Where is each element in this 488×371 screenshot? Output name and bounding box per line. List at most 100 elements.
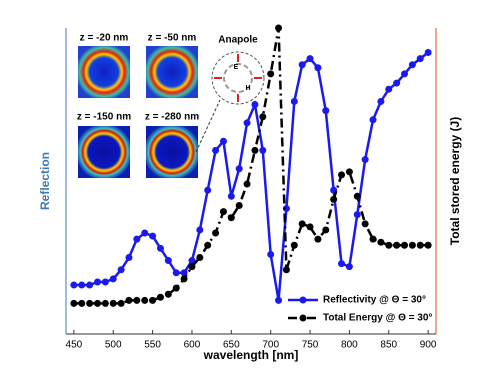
- data-point: [338, 260, 346, 268]
- data-point: [219, 137, 227, 145]
- data-point: [164, 257, 172, 265]
- data-point: [164, 290, 172, 298]
- data-point: [401, 70, 409, 78]
- data-point: [180, 275, 188, 283]
- x-tick-label: 500: [105, 340, 122, 351]
- anapole-diagram: Anapole E H: [195, 35, 265, 153]
- field-map: [146, 126, 198, 178]
- x-tick-label: 550: [144, 340, 161, 351]
- inset-maps: z = -20 nm z = -50 nm z = -150 nm z = -2…: [77, 33, 199, 178]
- data-point: [109, 299, 117, 307]
- x-axis-label: wavelength [nm]: [203, 348, 299, 362]
- data-point: [393, 79, 401, 87]
- anapole-label: Anapole: [218, 35, 258, 46]
- data-point: [416, 241, 424, 249]
- data-point: [298, 61, 306, 69]
- data-point: [235, 165, 243, 173]
- data-point: [393, 241, 401, 249]
- data-point: [322, 107, 330, 115]
- data-point: [78, 299, 86, 307]
- data-point: [385, 241, 393, 249]
- data-point: [259, 146, 267, 154]
- data-point: [141, 296, 149, 304]
- data-point: [353, 211, 361, 219]
- data-point: [290, 97, 298, 105]
- data-point: [251, 101, 259, 108]
- data-point: [219, 208, 227, 216]
- data-point: [369, 235, 377, 243]
- data-point: [345, 168, 353, 176]
- data-point: [109, 275, 117, 283]
- data-point: [377, 97, 385, 105]
- data-point: [212, 146, 220, 154]
- data-point: [117, 266, 125, 274]
- data-point: [196, 254, 204, 261]
- data-point: [306, 223, 314, 231]
- data-point: [70, 299, 78, 307]
- data-point: [385, 85, 393, 93]
- data-point: [369, 116, 377, 124]
- series-group: [70, 24, 432, 307]
- data-point: [133, 296, 141, 304]
- data-point: [93, 278, 101, 286]
- data-point: [93, 299, 101, 307]
- series-line: [73, 27, 429, 305]
- data-point: [196, 226, 204, 234]
- legend-marker: [299, 314, 307, 322]
- data-point: [361, 156, 369, 164]
- x-tick-label: 750: [302, 340, 319, 351]
- data-point: [149, 232, 157, 240]
- y2-axis-label: Total stored energy (J): [448, 117, 462, 245]
- legend-marker: [299, 296, 307, 304]
- data-point: [117, 299, 125, 307]
- data-point: [172, 284, 180, 292]
- data-point: [86, 281, 94, 289]
- data-point: [416, 55, 424, 63]
- data-point: [133, 235, 141, 243]
- map-label: z = -280 nm: [145, 112, 199, 123]
- data-point: [227, 214, 235, 222]
- y-axis-label: Reflection: [38, 152, 52, 210]
- data-point: [156, 293, 164, 301]
- anapole-inner: [223, 63, 253, 93]
- data-point: [330, 195, 338, 203]
- data-point: [353, 192, 361, 200]
- legend-label: Total Energy @ Θ = 30°: [323, 313, 432, 324]
- data-point: [227, 192, 235, 200]
- data-point: [101, 299, 109, 307]
- data-point: [204, 241, 212, 249]
- data-point: [298, 220, 306, 228]
- data-point: [212, 229, 220, 237]
- data-point: [149, 296, 157, 304]
- data-point: [314, 64, 322, 72]
- map-label: z = -150 nm: [77, 112, 131, 123]
- data-point: [172, 269, 180, 277]
- field-map: [146, 46, 198, 98]
- data-point: [101, 278, 109, 286]
- series-line: [73, 51, 429, 301]
- x-tick-label: 900: [420, 340, 437, 351]
- x-tick-label: 450: [66, 340, 83, 351]
- data-point: [235, 201, 243, 209]
- anapole-outer: [211, 51, 265, 105]
- data-point: [338, 171, 346, 179]
- data-point: [243, 119, 251, 127]
- data-point: [78, 281, 86, 289]
- x-tick-label: 600: [184, 340, 201, 351]
- data-point: [70, 281, 78, 289]
- x-tick-label: 700: [262, 340, 279, 351]
- pointer-line: [195, 99, 221, 153]
- data-point: [251, 146, 259, 154]
- data-point: [243, 180, 251, 188]
- legend: Reflectivity @ Θ = 30° Total Energy @ Θ =…: [288, 295, 432, 324]
- h-label: H: [245, 85, 250, 92]
- data-point: [322, 226, 330, 234]
- data-point: [377, 238, 385, 246]
- data-point: [156, 244, 164, 252]
- field-map: [78, 46, 130, 98]
- data-point: [204, 186, 212, 194]
- data-point: [141, 229, 149, 237]
- data-point: [290, 241, 298, 249]
- field-map: [78, 126, 130, 178]
